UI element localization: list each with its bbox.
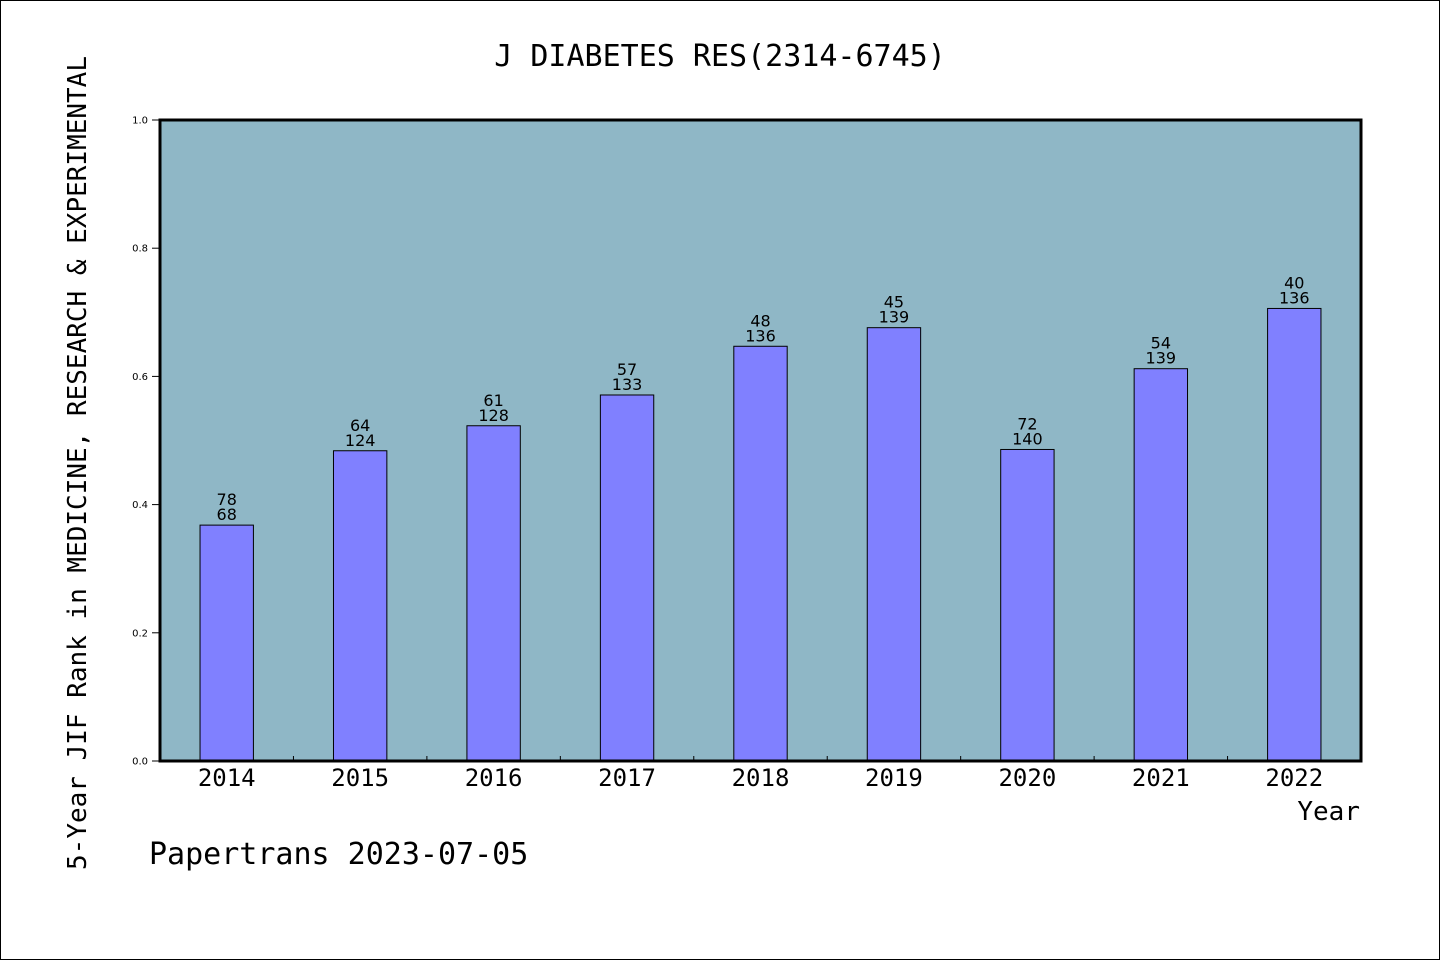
bar-total-label: 140 (1012, 429, 1043, 448)
x-tick-label: 2015 (331, 764, 389, 792)
x-tick-label: 2018 (732, 764, 790, 792)
bar-rank-label: 54 (1151, 334, 1171, 353)
bar-total-label: 124 (345, 431, 376, 450)
bar-total-label: 128 (478, 406, 509, 425)
y-axis-label: 5-Year JIF Rank in MEDICINE, RESEARCH & … (63, 56, 93, 870)
x-tick-label: 2019 (865, 764, 923, 792)
x-tick-label: 2021 (1132, 764, 1190, 792)
bar-total-label: 136 (745, 326, 776, 345)
data-labels-layer: 7868641246112857133481364513972140541394… (217, 273, 1310, 524)
bar-rank-label: 40 (1284, 273, 1304, 292)
y-tick-label: 0.2 (132, 628, 148, 639)
chart-title: J DIABETES RES(2314-6745) (494, 39, 946, 74)
x-axis-label: Year (1297, 797, 1360, 827)
bar-rank-label: 48 (750, 311, 770, 330)
bar-rank-label: 78 (217, 490, 237, 509)
bar-2015 (332, 450, 388, 762)
footer-credit: Papertrans 2023-07-05 (149, 837, 528, 872)
bar-2018 (733, 345, 788, 762)
bar-2020 (1000, 448, 1055, 762)
bar-total-label: 133 (612, 375, 643, 394)
x-tick-label: 2017 (598, 764, 656, 792)
x-tick-label: 2020 (998, 764, 1056, 792)
x-tick-label: 2016 (465, 764, 523, 792)
bar-2019 (866, 327, 922, 762)
bar-rank-label: 64 (350, 416, 370, 435)
y-tick-label: 0.8 (132, 244, 148, 255)
bar-rank-label: 57 (617, 360, 637, 379)
x-axis: 2014 2015 2016 2017 2018 2019 2020 2021 2022 (198, 756, 1323, 792)
bar-2014 (199, 524, 254, 762)
bars-layer (199, 307, 1322, 762)
bar-rank-label: 45 (884, 293, 904, 312)
bar-2022 (1267, 307, 1322, 762)
bar-2016 (466, 425, 521, 762)
bar-2017 (599, 394, 655, 762)
y-tick-label: 1.0 (132, 116, 148, 127)
x-tick-label: 2014 (198, 764, 256, 792)
bar-total-label: 136 (1279, 288, 1310, 307)
y-axis: 0.0 0.2 0.4 0.6 0.8 1.0 (132, 116, 160, 768)
bar-rank-label: 61 (483, 391, 503, 410)
bar-total-label: 139 (879, 308, 910, 327)
bar-total-label: 68 (217, 505, 237, 524)
x-tick-label: 2022 (1265, 764, 1323, 792)
bar-total-label: 139 (1146, 349, 1177, 368)
y-tick-label: 0.6 (132, 372, 148, 383)
y-tick-label: 0.4 (132, 500, 148, 511)
y-tick-label: 0.0 (132, 757, 148, 768)
bar-2021 (1133, 368, 1189, 762)
bar-rank-label: 72 (1017, 414, 1037, 433)
plot-border (158, 118, 1363, 763)
